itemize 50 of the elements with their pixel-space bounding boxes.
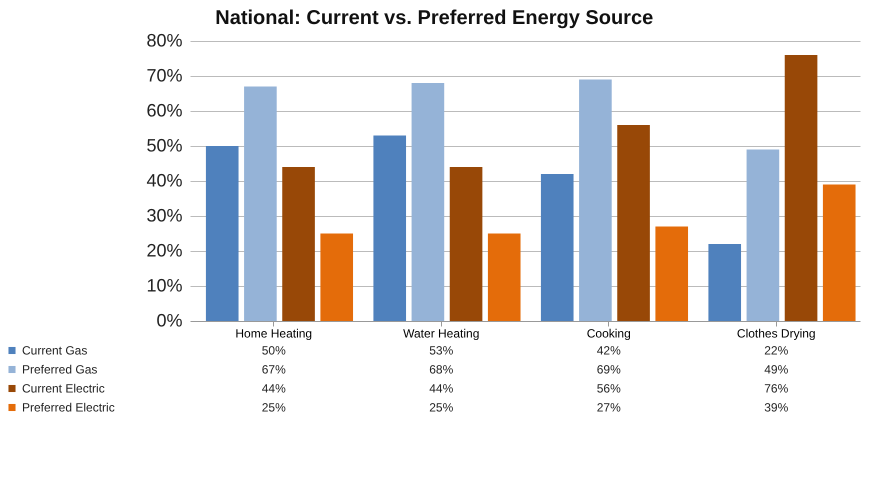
bar (320, 234, 354, 321)
bar (784, 55, 818, 321)
data-label: 68% (429, 362, 454, 376)
bar (373, 136, 406, 321)
legend-label: Current Electric (22, 382, 105, 396)
y-tick-label: 0% (156, 310, 182, 330)
data-label: 67% (262, 362, 286, 376)
bar (746, 150, 780, 321)
data-label: 44% (262, 382, 286, 396)
y-tick-label: 60% (146, 100, 182, 120)
bar (244, 86, 277, 321)
data-label: 22% (764, 344, 789, 358)
bar (822, 184, 856, 321)
legend-label: Current Gas (22, 344, 88, 358)
x-tick-label: Home Heating (235, 326, 312, 340)
x-tick-label: Water Heating (403, 326, 480, 340)
y-tick-label: 30% (146, 206, 182, 226)
bar (708, 244, 742, 321)
bar (450, 167, 482, 321)
bar (655, 226, 688, 321)
x-tick-label: Cooking (586, 326, 631, 340)
bar (540, 174, 574, 321)
bar (579, 80, 612, 321)
data-label: 27% (596, 400, 622, 414)
y-tick-label: 20% (146, 240, 182, 260)
data-label: 50% (262, 344, 286, 358)
chart-title: National: Current vs. Preferred Energy Source (215, 7, 654, 29)
y-tick-label: 40% (146, 170, 182, 190)
y-tick-label: 50% (146, 136, 182, 156)
x-tick-label: Clothes Drying (736, 326, 816, 340)
bar (206, 146, 239, 321)
data-label: 76% (764, 382, 789, 396)
legend-label: Preferred Electric (22, 400, 115, 414)
data-label: 53% (429, 344, 454, 358)
y-tick-label: 70% (146, 66, 182, 86)
bar (282, 167, 315, 321)
y-tick-label: 10% (146, 276, 182, 296)
legend-label: Preferred Gas (22, 362, 98, 376)
data-label: 25% (429, 400, 454, 414)
bar (488, 234, 521, 321)
bar (412, 83, 444, 321)
data-label: 39% (764, 400, 789, 414)
data-label: 49% (764, 362, 789, 376)
data-label: 25% (262, 400, 286, 414)
data-label: 44% (429, 382, 454, 396)
data-label: 56% (596, 382, 622, 396)
bar (617, 125, 650, 321)
y-tick-label: 80% (146, 30, 182, 50)
data-label: 69% (596, 362, 622, 376)
data-label: 42% (596, 344, 622, 358)
